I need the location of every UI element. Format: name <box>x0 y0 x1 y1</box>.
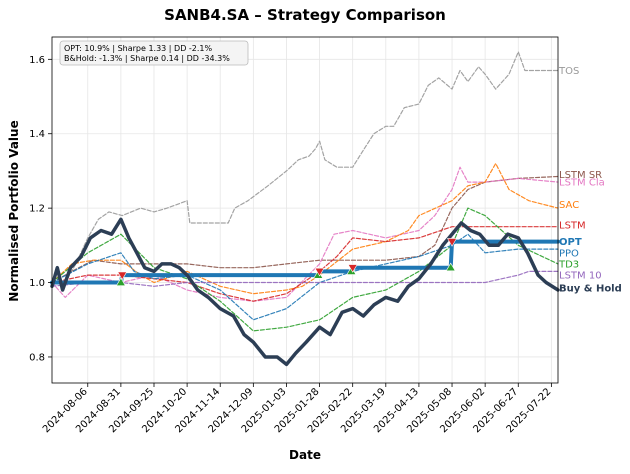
axis-layer: 2024-08-062024-08-312024-09-252024-10-20… <box>29 55 553 435</box>
trade-marker-buy <box>445 262 456 272</box>
trade-marker-sell <box>314 267 325 277</box>
end-label-opt: OPT <box>559 237 582 248</box>
end-label-ppo: PPO <box>559 248 579 259</box>
stats-box-frame <box>59 40 249 66</box>
end-label-lstm: LSTM <box>559 220 586 231</box>
y-tick-label: 0.8 <box>29 352 45 363</box>
end-label-buy-and-hold: Buy & Hold <box>559 284 622 295</box>
y-tick-label: 1.4 <box>29 129 45 140</box>
end-label-sac: SAC <box>559 200 579 211</box>
series-line-lstm-10 <box>51 270 559 287</box>
y-tick-label: 1.0 <box>29 278 45 289</box>
marker-layer <box>115 238 458 286</box>
series-line-td3 <box>51 207 559 332</box>
y-tick-label: 1.6 <box>29 55 45 66</box>
series-line-ppo <box>51 233 559 321</box>
trade-marker-sell <box>117 271 128 281</box>
y-axis-label: Normalised Portfolio Value <box>7 120 21 301</box>
end-label-lstm-10: LSTM 10 <box>559 271 602 282</box>
stats-line-opt: OPT: 10.9% | Sharpe 1.33 | DD -2.1% <box>64 44 213 53</box>
plot-frame <box>51 36 559 384</box>
series-line-buy-and-hold <box>50 217 560 367</box>
series-line-lstm-cla <box>51 166 559 302</box>
end-label-tos: TOS <box>558 66 579 77</box>
trade-marker-sell <box>347 264 358 273</box>
chart-title: SANB4.SA – Strategy Comparison <box>164 6 446 24</box>
end-label-td3: TD3 <box>558 259 579 270</box>
y-tick-label: 1.2 <box>29 204 45 215</box>
series-line-lstm-sr <box>51 175 559 284</box>
x-axis-label: Date <box>289 448 321 462</box>
trade-marker-sell <box>447 238 458 247</box>
trade-marker-buy <box>115 277 126 286</box>
series-line-tos <box>51 51 559 284</box>
stats-line-bhold: B&Hold: -1.3% | Sharpe 0.14 | DD -34.3% <box>64 54 230 63</box>
end-label-lstm-sr: LSTM SR <box>559 170 602 181</box>
grid-layer <box>52 37 558 383</box>
end-label-lstm-cla: LSTM Cla <box>559 178 605 189</box>
stats-box: OPT: 10.9% | Sharpe 1.33 | DD -2.1% B&Ho… <box>59 40 249 66</box>
